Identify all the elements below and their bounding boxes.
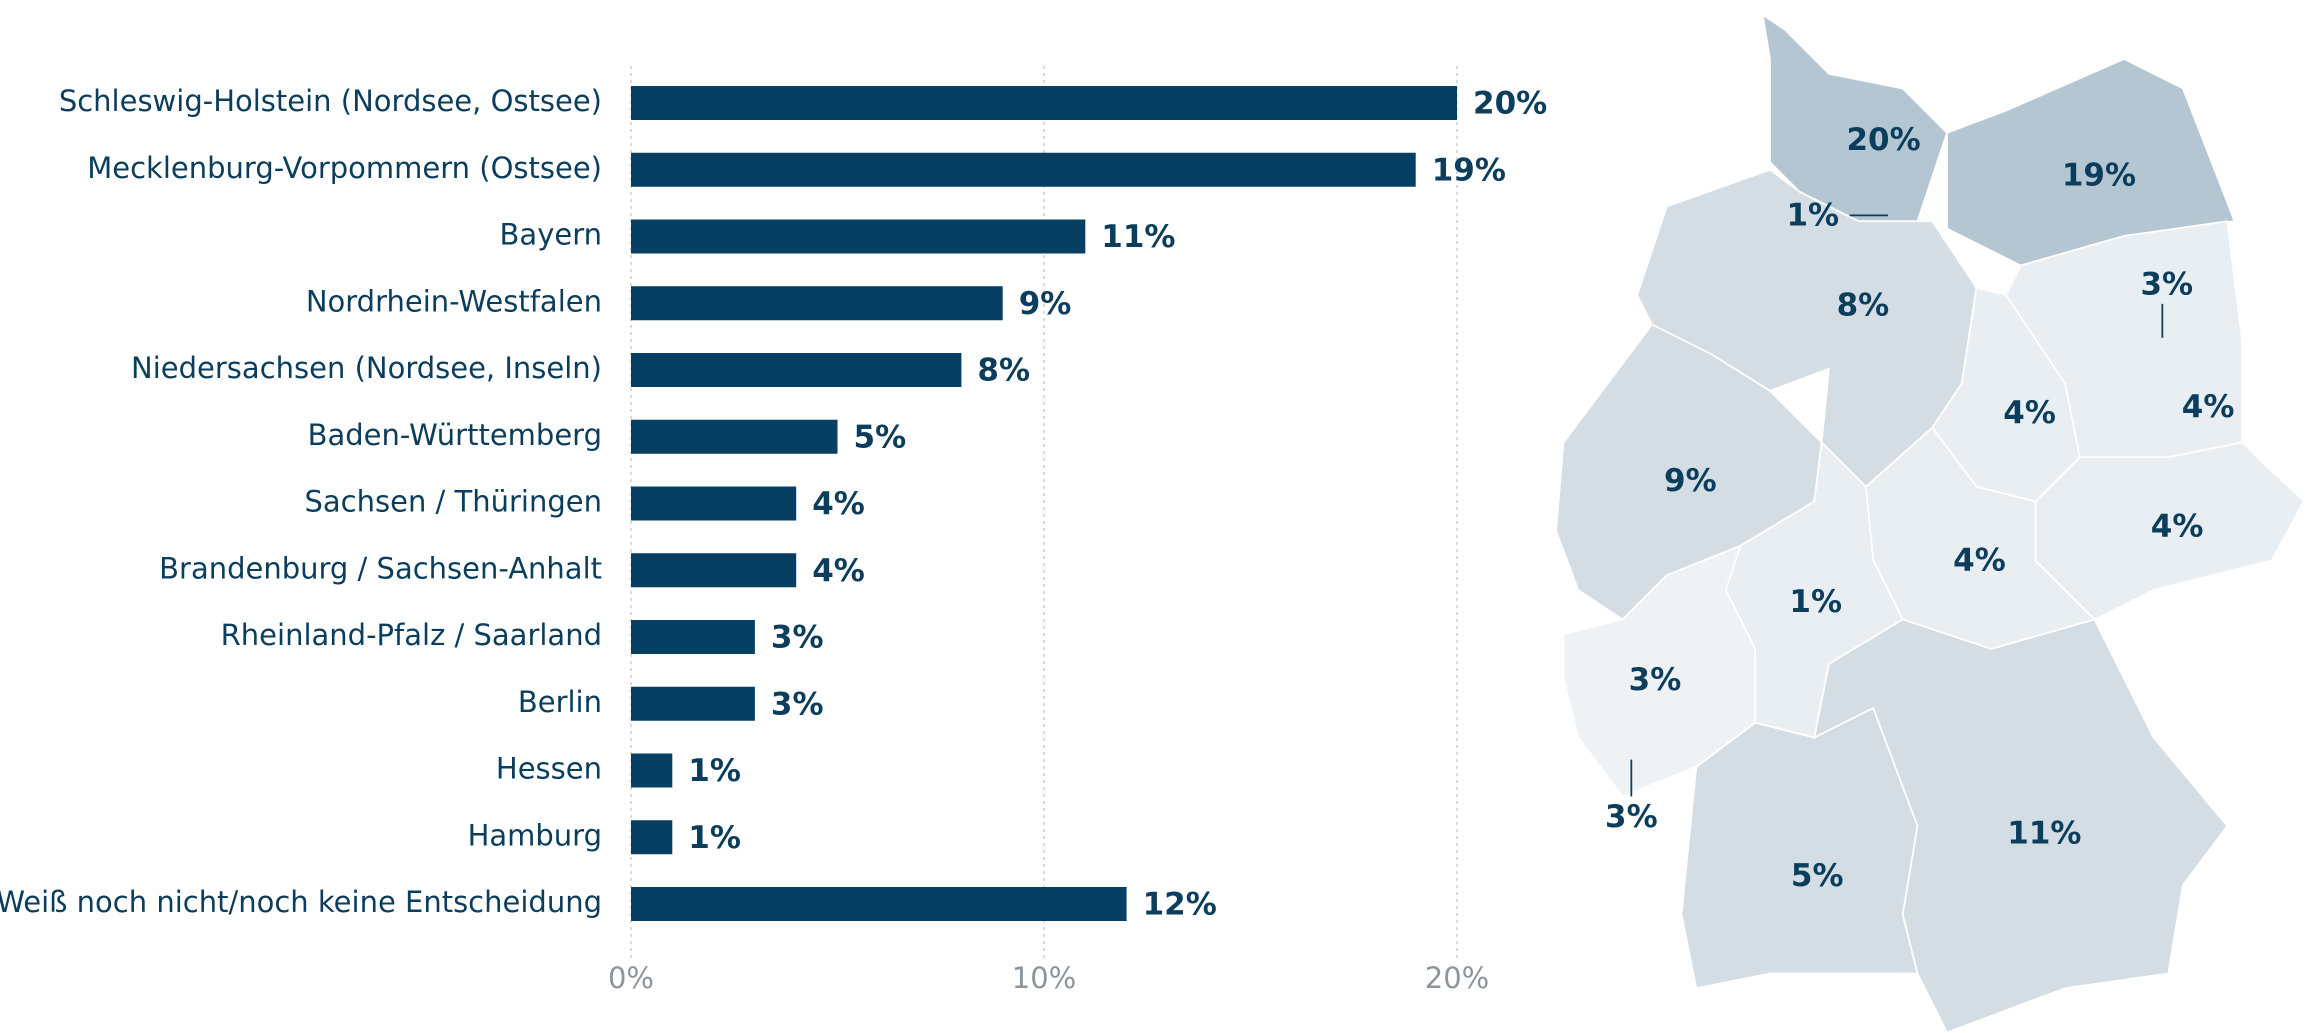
category-label: Schleswig-Holstein (Nordsee, Ostsee) [59,84,602,118]
region [1813,618,2229,1033]
value-label: 4% [812,486,865,522]
bar [631,753,673,788]
value-label: 1% [688,753,741,789]
value-label: 3% [771,686,824,722]
value-label: 20% [1473,86,1547,122]
bar [631,353,962,387]
map-label: 3% [2140,267,2193,303]
map-label: 4% [2151,509,2204,545]
map-label: 3% [1629,662,1682,698]
map-label: 11% [2007,815,2081,851]
category-label: Baden-Württemberg [308,418,602,452]
bar [631,419,838,454]
bar [631,620,755,654]
bar [631,887,1127,921]
category-label: Hamburg [468,818,602,852]
value-label: 11% [1101,219,1175,255]
bar [631,86,1457,120]
map-label: 1% [1786,197,1839,233]
category-label: Nordrhein-Westfalen [306,284,602,318]
region [1562,544,1757,798]
map-label: 19% [2062,158,2136,194]
map-label: 4% [2003,395,2056,431]
map-label: 8% [1837,287,1890,323]
value-label: 1% [688,820,741,856]
bar [631,486,797,521]
category-label: Niedersachsen (Nordsee, Inseln) [131,351,602,385]
x-tick-label: 20% [1425,961,1489,995]
map-label: 4% [1953,542,2006,578]
x-tick-label: 0% [608,961,654,995]
x-tick-label: 10% [1012,961,1076,995]
category-label: Bayern [500,218,602,252]
bar [631,152,1416,187]
map-label: 9% [1664,463,1717,499]
category-label: Rheinland-Pfalz / Saarland [221,618,602,652]
category-label: Hessen [496,752,602,786]
value-label: 12% [1143,887,1217,923]
bar [631,219,1086,254]
category-label: Sachsen / Thüringen [304,485,602,519]
value-label: 8% [977,353,1030,389]
region [1946,58,2236,267]
map-label: 1% [1789,584,1842,620]
value-label: 9% [1019,286,1072,322]
bar [631,820,673,855]
category-label: Brandenburg / Sachsen-Anhalt [159,551,602,585]
category-label: Mecklenburg-Vorpommern (Ostsee) [87,151,602,185]
bar [631,286,1003,321]
category-label: Weiß noch nicht/noch keine Entscheidung [0,885,602,919]
germany-map: 20% 19% 1% 8% 3% 4% 4% 9% 4% 4% 1% 3% 3%… [1555,12,2306,1033]
map-label: 20% [1847,122,1921,158]
value-label: 4% [812,553,865,589]
map-label: 3% [1605,799,1658,835]
category-label: Berlin [518,685,602,719]
value-label: 5% [854,419,907,455]
bar [631,686,755,721]
value-label: 3% [771,620,824,656]
map-label: 4% [2182,389,2235,425]
value-label: 19% [1432,152,1506,188]
map-label: 5% [1791,858,1844,894]
bar [631,553,797,588]
